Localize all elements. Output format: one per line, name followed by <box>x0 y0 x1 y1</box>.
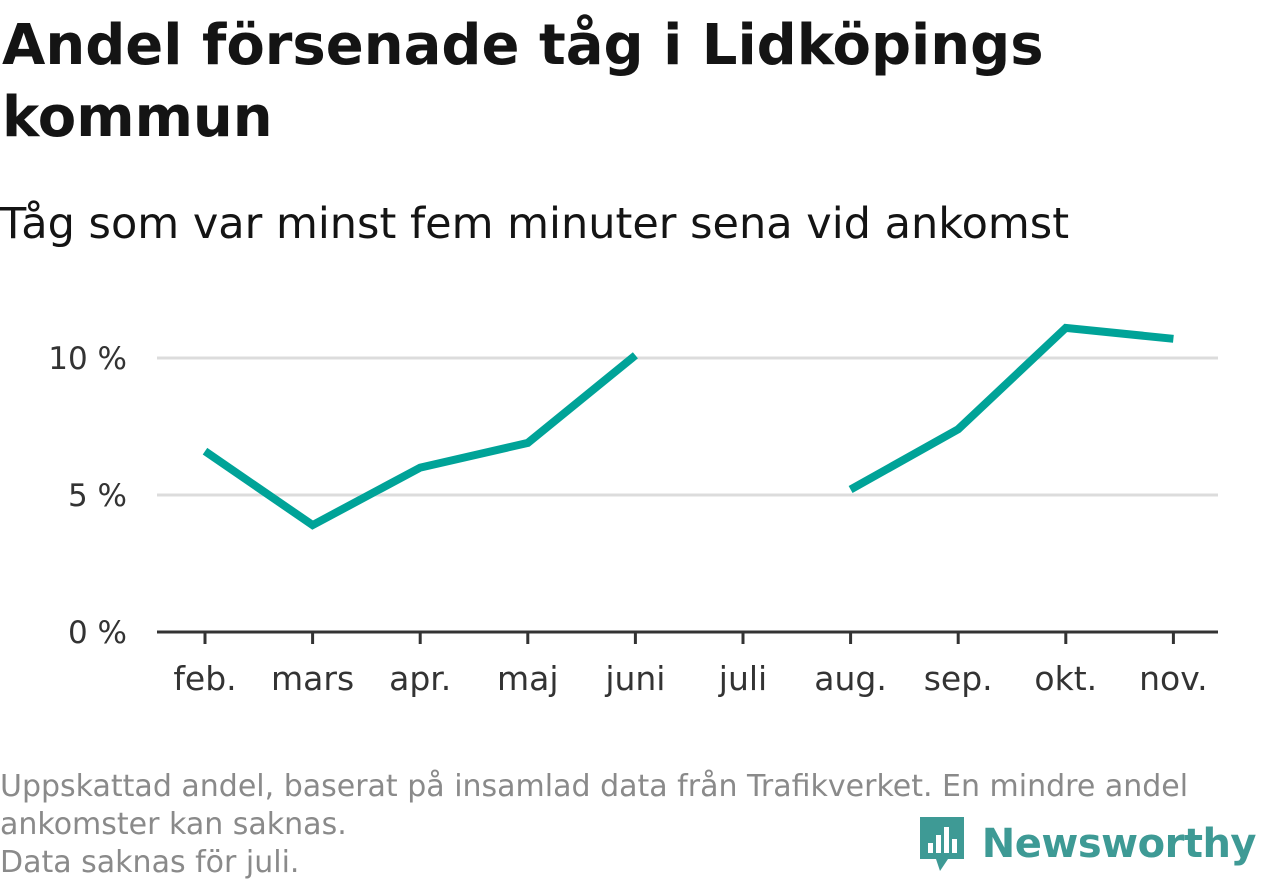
x-tick-label: nov. <box>1139 659 1208 698</box>
newsworthy-logo-icon <box>919 817 964 871</box>
x-tick-label: feb. <box>173 659 236 698</box>
newsworthy-logo: Newsworthy <box>918 815 1257 873</box>
y-tick-label: 5 % <box>68 478 127 514</box>
chart-caption: Uppskattad andel, baserat på insamlad da… <box>0 768 1250 882</box>
x-tick-label: sep. <box>924 659 993 698</box>
brand-name: Newsworthy <box>981 821 1257 867</box>
x-tick-label: juni <box>604 659 665 698</box>
y-tick-label: 0 % <box>68 615 127 651</box>
x-tick-label: aug. <box>814 659 887 698</box>
series-line <box>848 323 1174 493</box>
caption-line-1: Uppskattad andel, baserat på insamlad da… <box>0 769 1189 842</box>
x-tick-label: maj <box>497 659 559 698</box>
y-tick-label: 10 % <box>48 341 127 377</box>
chart-subtitle: Tåg som var minst fem minuter sena vid a… <box>0 199 1070 249</box>
x-tick-label: mars <box>271 659 354 698</box>
x-tick-label: apr. <box>389 659 451 698</box>
caption-line-2: Data saknas för juli. <box>0 845 300 880</box>
chart-title: Andel försenade tåg i Lidköpings kommun <box>2 13 1044 150</box>
x-tick-label: okt. <box>1034 659 1097 698</box>
series-line <box>202 352 638 530</box>
x-tick-label: juli <box>718 659 767 698</box>
